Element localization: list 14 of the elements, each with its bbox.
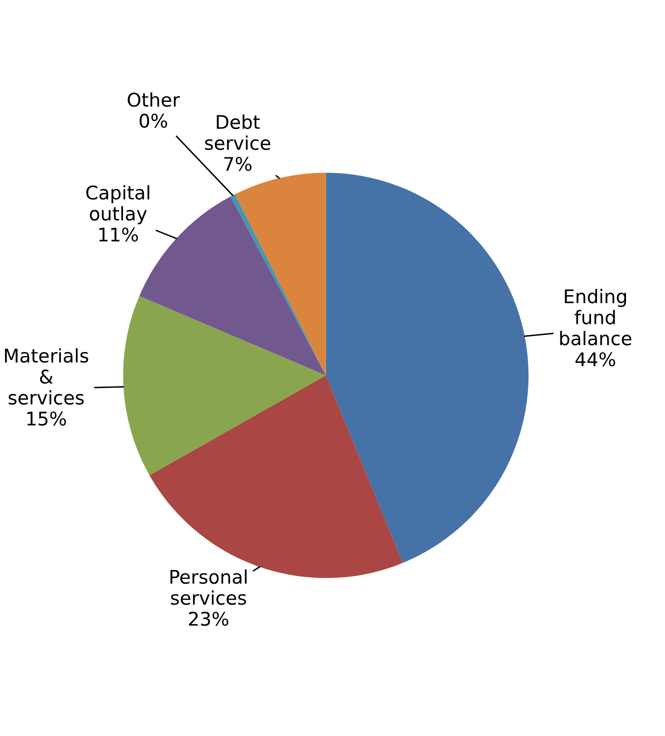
slice-label: Ending fund balance: [560, 288, 632, 346]
slice-label: Personal services: [170, 569, 247, 605]
data-label: 44%: [575, 352, 616, 366]
pie-slice: [123, 296, 326, 476]
slice-label: Debt service: [205, 114, 270, 150]
slice-label: Capital outlay: [86, 185, 150, 224]
data-label: 7%: [224, 156, 252, 172]
pie-slice: [326, 172, 528, 563]
data-label: 11%: [99, 227, 138, 242]
slice-label: Materials & services: [5, 348, 88, 405]
data-label: 0%: [140, 114, 168, 128]
data-label: 15%: [27, 412, 66, 426]
data-label: 23%: [189, 612, 228, 626]
slice-label: Other: [128, 92, 180, 107]
